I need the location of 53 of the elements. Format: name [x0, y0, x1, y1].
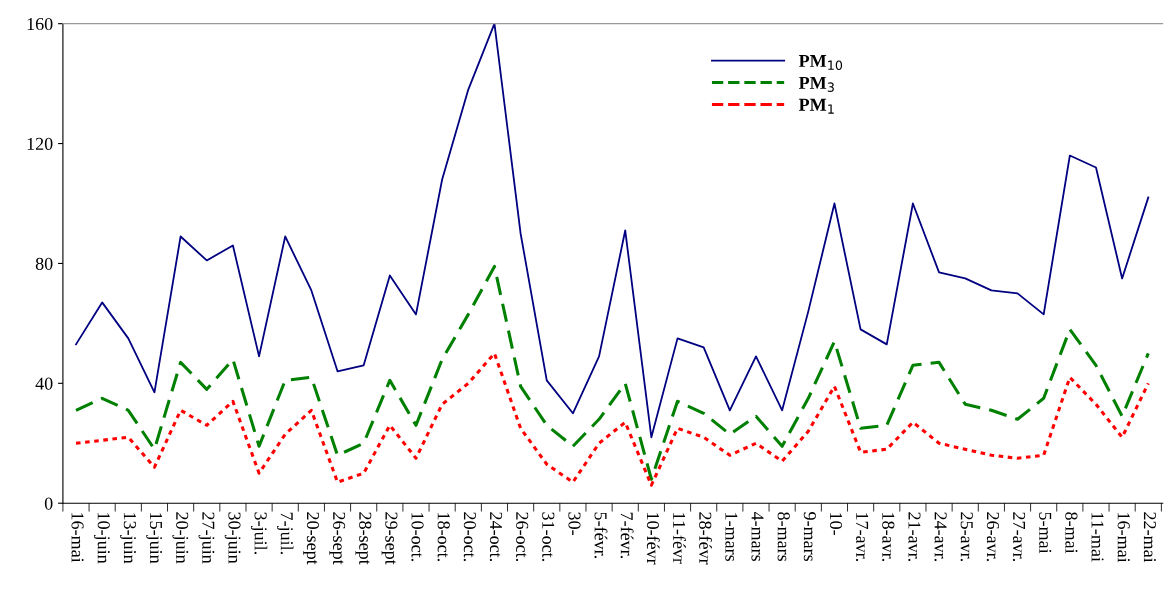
x-tick-label: 25-avr. — [960, 512, 973, 561]
x-tick-label: 18-avr. — [882, 513, 895, 561]
x-tick-label: 8-mars — [777, 512, 790, 562]
x-tick-label: 27-juin — [198, 512, 215, 564]
x-tick-label: 20-juin — [172, 512, 189, 564]
x-tick-label: 11-févr — [673, 513, 686, 564]
x-tick-label: 3-juil. — [250, 512, 268, 554]
line-series — [74, 264, 1150, 481]
x-tick-label: 31-oct. — [542, 512, 555, 561]
legend-label: PM$_{10}$ — [798, 55, 843, 70]
x-tick-label: 22-mai — [1143, 512, 1156, 563]
x-tick-label: 10-févr — [646, 513, 660, 565]
x-tick-label: 7-juil. — [277, 512, 294, 554]
y-tick-label: 0 — [44, 497, 53, 510]
x-tick-label: 1-mars — [725, 513, 738, 562]
y-tick-label: 80 — [35, 257, 53, 270]
legend-label: PM$_{1}$ — [798, 98, 834, 114]
y-tick-label: 160 — [27, 17, 53, 31]
x-tick-label: 17-avr. — [856, 513, 869, 561]
x-tick-label: 26-oct. — [516, 512, 529, 561]
y-tick-label: 40 — [35, 377, 53, 390]
x-tick-label: 10-juin — [93, 513, 110, 564]
x-tick-label: 20-sept — [303, 512, 320, 565]
line-series — [75, 23, 1150, 439]
x-tick-label: 24-oct. — [489, 512, 503, 561]
x-tick-label: 11-mai — [1091, 513, 1104, 562]
x-tick-label: 26-avr. — [986, 512, 999, 561]
line-series — [74, 351, 1150, 487]
x-tick-label: 21-avr. — [908, 512, 921, 561]
x-tick-label: 9-mars — [803, 512, 816, 562]
x-tick-label: 8-mai — [1065, 512, 1078, 554]
x-tick-label: 26-sept — [329, 512, 346, 565]
x-tick-label: 18-oct. — [437, 513, 450, 561]
x-tick-label: 13-juin — [120, 513, 136, 564]
x-tick-label: 4-mars — [751, 511, 764, 562]
x-tick-label: 28-févr — [699, 512, 713, 565]
x-tick-label: 24-avr. — [934, 512, 947, 561]
x-tick-label: 28-sept — [355, 512, 372, 565]
y-tick-label: 120 — [27, 137, 53, 150]
x-tick-label: 15-juin — [146, 513, 163, 564]
x-tick-label: 5-mai — [1039, 512, 1052, 554]
x-tick-label: 20-oct. — [463, 512, 476, 561]
x-tick-label: 16-mai — [1117, 513, 1130, 563]
x-tick-label: 29-sept — [381, 512, 398, 565]
x-tick-label: 10- — [829, 513, 843, 535]
x-tick-label: 27-avr. — [1012, 512, 1026, 561]
x-tick-label: 30- — [568, 512, 581, 535]
x-tick-label: 7-févr. — [620, 512, 634, 558]
x-tick-label: 10-oct. — [411, 513, 424, 561]
legend-label: PM$_{3}$ — [798, 76, 834, 92]
x-tick-label: 30-juin — [224, 512, 241, 564]
x-tick-label: 5-févr. — [594, 512, 608, 558]
x-tick-label: 16-mai — [71, 513, 84, 563]
